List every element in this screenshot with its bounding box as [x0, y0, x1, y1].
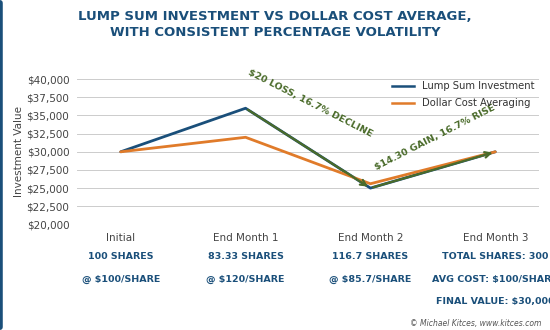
Text: AVG COST: $100/SHARE: AVG COST: $100/SHARE	[432, 275, 550, 284]
Text: © Michael Kitces, www.kitces.com: © Michael Kitces, www.kitces.com	[410, 319, 542, 328]
Text: FINAL VALUE: $30,000: FINAL VALUE: $30,000	[436, 297, 550, 306]
Text: $14.30 GAIN, 16.7% RISE: $14.30 GAIN, 16.7% RISE	[373, 103, 497, 172]
Legend: Lump Sum Investment, Dollar Cost Averaging: Lump Sum Investment, Dollar Cost Averagi…	[392, 81, 534, 108]
Text: TOTAL SHARES: 300: TOTAL SHARES: 300	[442, 252, 548, 261]
Text: $20 LOSS, 16.7% DECLINE: $20 LOSS, 16.7% DECLINE	[247, 68, 374, 139]
Text: 116.7 SHARES: 116.7 SHARES	[332, 252, 409, 261]
Text: @ $85.7/SHARE: @ $85.7/SHARE	[329, 275, 411, 284]
Text: 83.33 SHARES: 83.33 SHARES	[208, 252, 283, 261]
Text: @ $120/SHARE: @ $120/SHARE	[206, 275, 285, 284]
Text: 100 SHARES: 100 SHARES	[88, 252, 153, 261]
Y-axis label: Investment Value: Investment Value	[14, 106, 24, 197]
Text: LUMP SUM INVESTMENT VS DOLLAR COST AVERAGE,
WITH CONSISTENT PERCENTAGE VOLATILIT: LUMP SUM INVESTMENT VS DOLLAR COST AVERA…	[78, 10, 472, 39]
Text: @ $100/SHARE: @ $100/SHARE	[81, 275, 160, 284]
